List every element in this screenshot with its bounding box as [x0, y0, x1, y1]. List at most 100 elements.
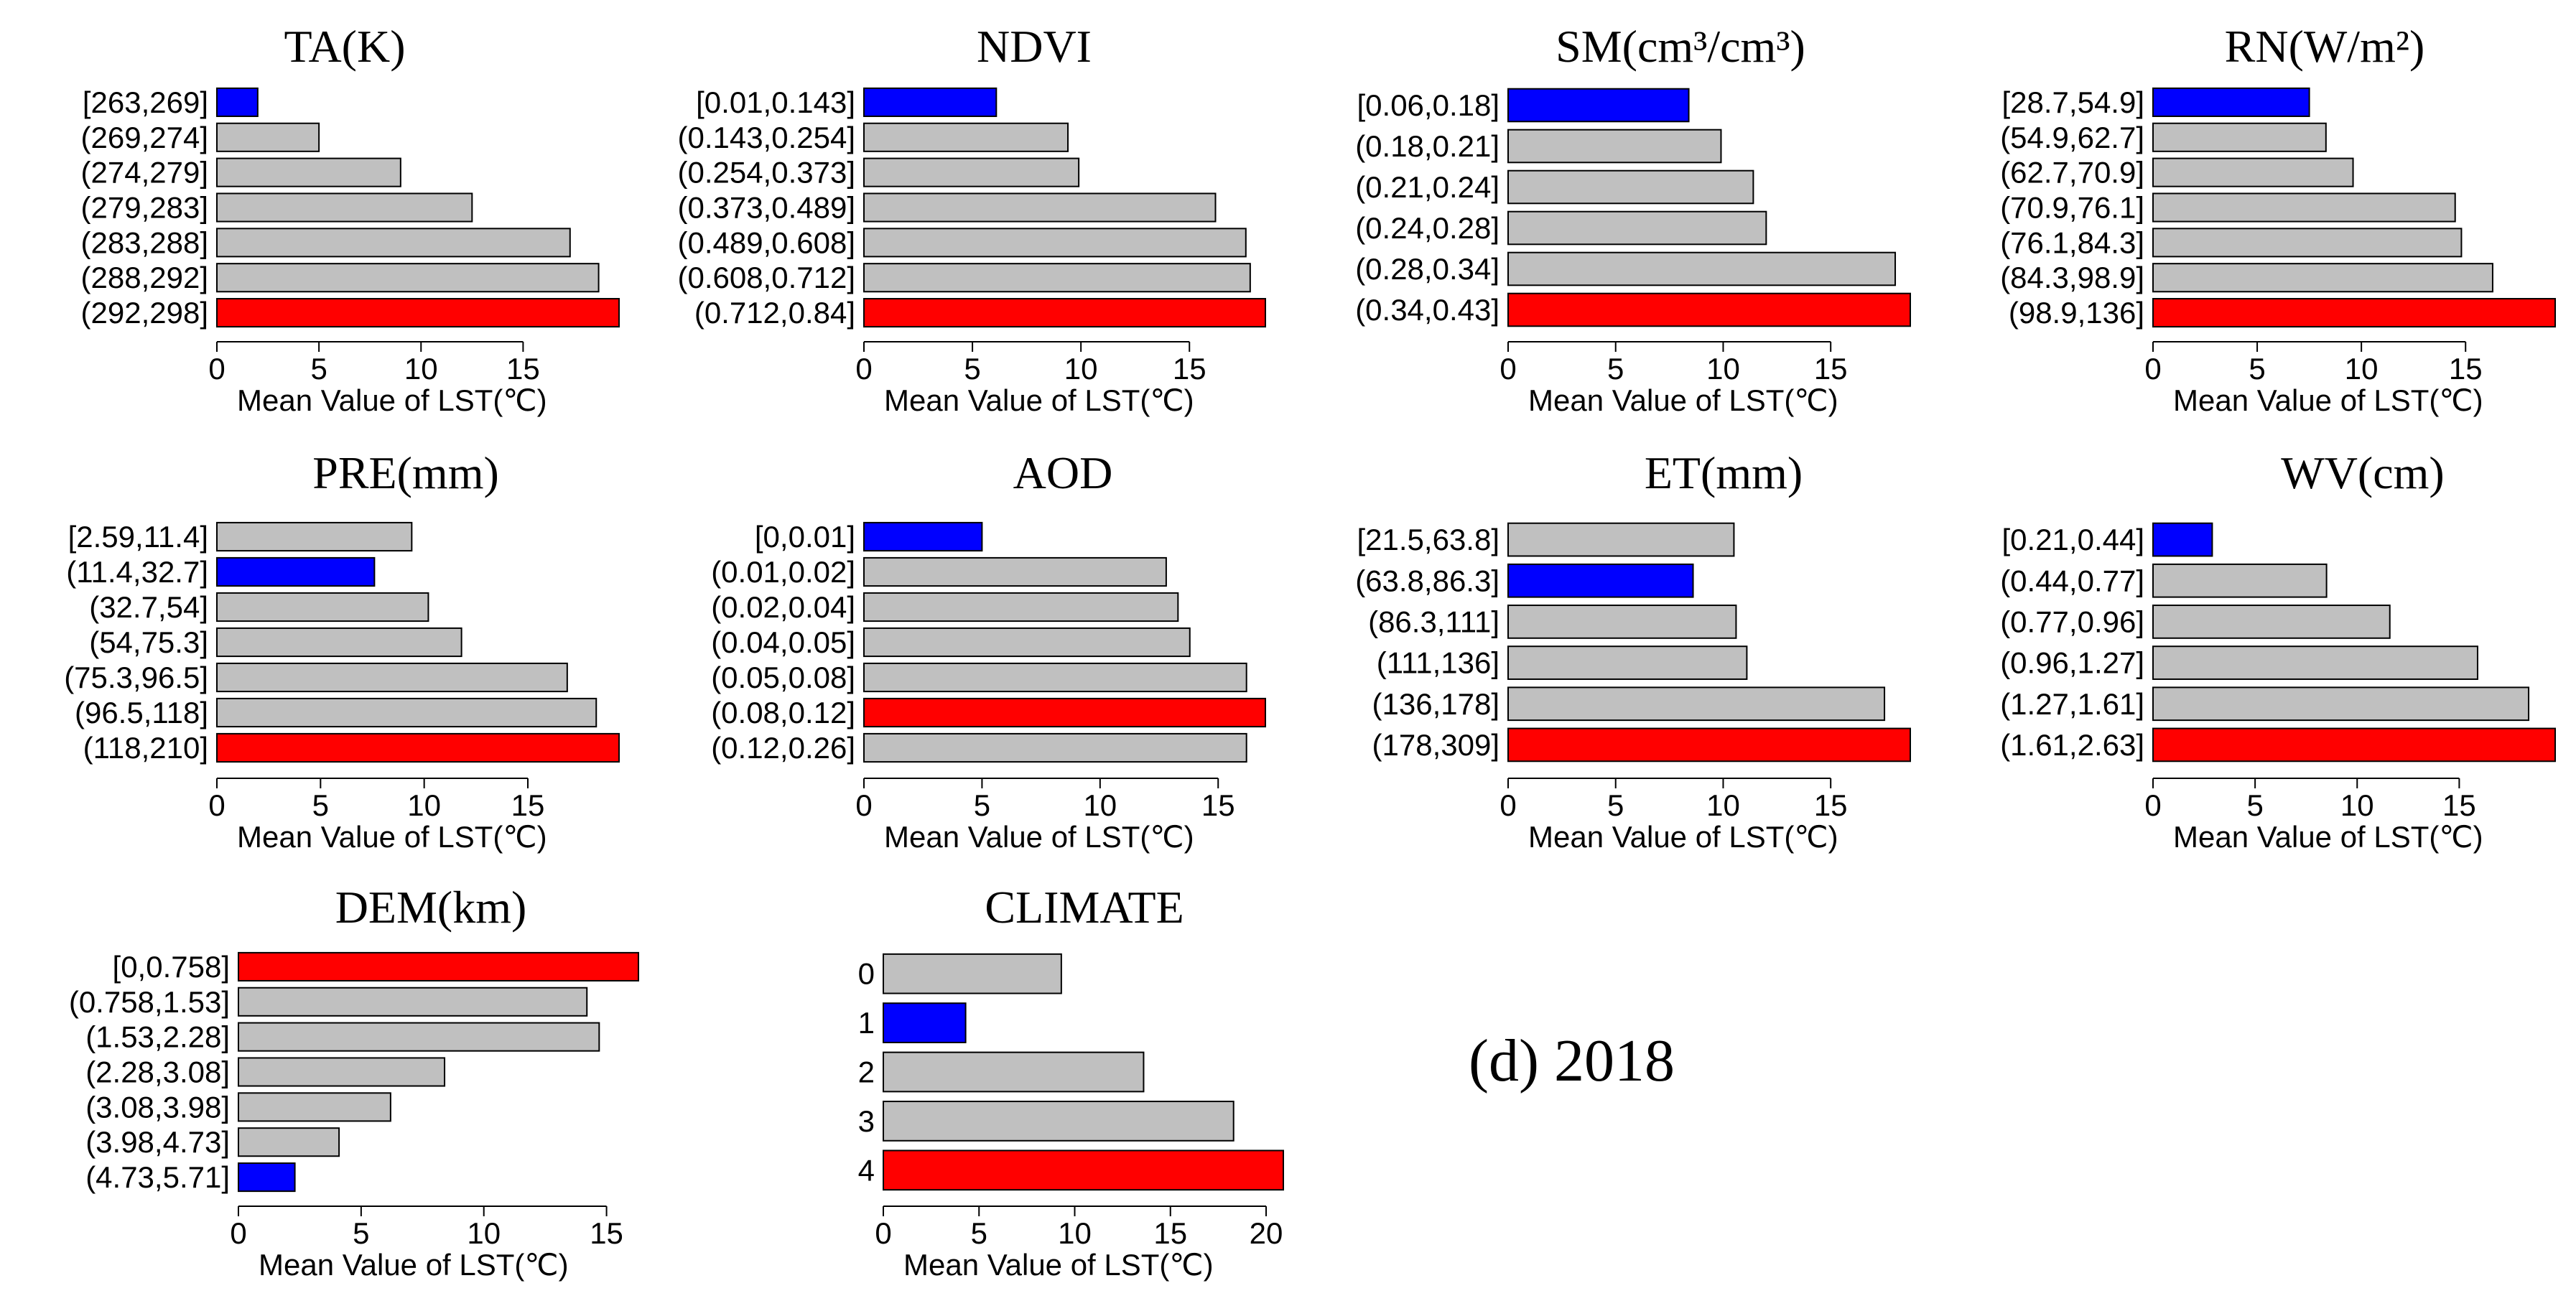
x-axis-label: Mean Value of LST(℃) — [1528, 820, 1838, 854]
category-label: (0.143,0.254] — [677, 121, 855, 154]
x-tick-label: 15 — [1153, 1216, 1187, 1250]
x-tick-label: 10 — [2345, 352, 2379, 386]
category-label: (84.3,98.9] — [2000, 261, 2144, 294]
bar — [238, 951, 639, 981]
category-label: [2.59,11.4] — [68, 520, 208, 554]
category-label: (118,210] — [83, 731, 208, 765]
category-label: (11.4,32.7] — [66, 555, 208, 589]
x-tick-label: 10 — [1064, 352, 1098, 386]
category-label: (0.24,0.28] — [1355, 211, 1499, 245]
x-tick-label: 5 — [312, 788, 329, 822]
bar — [216, 521, 413, 552]
category-label: (4.73,5.71] — [85, 1160, 230, 1194]
x-tick-label: 10 — [467, 1216, 501, 1250]
bar — [238, 1022, 600, 1052]
bar — [863, 298, 1266, 328]
chart-panel: ET(mm) [21.5,63.8] (63.8,86.3] (86.3,111] (1… — [1355, 447, 1911, 854]
bar — [863, 697, 1266, 728]
bar — [863, 556, 1167, 587]
category-label: (269,274] — [81, 121, 208, 154]
x-axis-label: Mean Value of LST(℃) — [259, 1248, 569, 1282]
bar — [216, 192, 473, 223]
bar — [2152, 605, 2391, 639]
x-axis-label: Mean Value of LST(℃) — [2173, 383, 2483, 417]
x-tick-label: 15 — [1201, 788, 1235, 822]
category-label: (0.21,0.24] — [1355, 170, 1499, 204]
bar — [2152, 522, 2213, 557]
x-axis-label: Mean Value of LST(℃) — [884, 383, 1194, 417]
category-label: [263,269] — [83, 85, 208, 119]
x-tick-label: 10 — [1706, 788, 1740, 822]
bar — [2152, 563, 2328, 598]
bar — [863, 192, 1217, 223]
chart-title: ET(mm) — [1645, 447, 1803, 498]
bar — [1507, 522, 1735, 557]
category-label: (178,309] — [1372, 728, 1499, 762]
bar — [216, 627, 462, 658]
bar — [2152, 87, 2310, 117]
x-axis-label: Mean Value of LST(℃) — [237, 820, 547, 854]
category-label: (0.758,1.53] — [69, 985, 230, 1019]
x-tick-label: 15 — [2442, 788, 2476, 822]
bar — [216, 263, 600, 293]
category-label: [21.5,63.8] — [1357, 523, 1500, 556]
category-label: (0.18,0.21] — [1355, 129, 1499, 163]
x-tick-label: 0 — [230, 1216, 246, 1250]
bar — [863, 228, 1247, 258]
category-label: (96.5,118] — [75, 696, 208, 729]
category-label: (1.27,1.61] — [2000, 687, 2144, 721]
category-label: [0,0.758] — [113, 950, 230, 984]
chart-title: SM(cm³/cm³) — [1556, 21, 1805, 72]
category-label: (75.3,96.5] — [64, 661, 208, 694]
category-label: (3.98,4.73] — [85, 1125, 230, 1159]
category-label: (2.28,3.08] — [85, 1055, 230, 1089]
x-axis-label: Mean Value of LST(℃) — [903, 1248, 1214, 1282]
category-label: (0.08,0.12] — [711, 696, 855, 729]
bar — [2152, 192, 2456, 223]
category-label: (111,136] — [1377, 646, 1499, 680]
bar — [2152, 263, 2493, 293]
bar — [216, 592, 429, 622]
bar — [216, 697, 597, 728]
chart-title: DEM(km) — [335, 882, 527, 933]
x-tick-label: 10 — [1058, 1216, 1092, 1250]
category-label: [28.7,54.9] — [2002, 85, 2145, 119]
chart-panel: PRE(mm) [2.59,11.4](11.4,32.7](32.7,54](5… — [64, 447, 620, 854]
x-tick-label: 10 — [1083, 788, 1117, 822]
x-tick-label: 10 — [404, 352, 438, 386]
bar — [1507, 210, 1767, 246]
category-label: (0.489,0.608] — [677, 225, 855, 259]
x-tick-label: 5 — [971, 1216, 987, 1250]
chart-panels: TA(K) [263,269](269,274](274,279](279,283… — [64, 21, 2556, 1282]
bar — [883, 953, 1062, 994]
category-label: [0,0.01] — [755, 520, 855, 554]
category-label: (62.7,70.9] — [2000, 156, 2144, 190]
bar — [1507, 605, 1737, 639]
x-axis-label: Mean Value of LST(℃) — [1528, 383, 1838, 417]
category-label: (292,298] — [81, 296, 208, 330]
bar — [1507, 129, 1722, 164]
category-label: (1.53,2.28] — [85, 1020, 230, 1054]
bar — [1507, 169, 1754, 205]
bar — [238, 1127, 340, 1157]
x-tick-label: 15 — [1814, 352, 1848, 386]
x-tick-label: 5 — [310, 352, 327, 386]
bar — [216, 556, 376, 587]
chart-panel: RN(W/m²) [28.7,54.9](54.9,62.7](62.7,70.9… — [2000, 21, 2556, 417]
bar — [2152, 298, 2556, 328]
x-tick-label: 0 — [1499, 352, 1516, 386]
category-label: (283,288] — [81, 225, 208, 259]
category-label: (0.96,1.27] — [2000, 646, 2144, 680]
bar — [216, 228, 571, 258]
x-tick-label: 10 — [1706, 352, 1740, 386]
x-tick-label: 0 — [875, 1216, 891, 1250]
x-tick-label: 0 — [2144, 788, 2161, 822]
bar — [1507, 88, 1690, 123]
x-tick-label: 10 — [407, 788, 441, 822]
bar — [883, 1150, 1284, 1191]
category-label: 2 — [858, 1055, 875, 1089]
category-label: (274,279] — [81, 156, 208, 190]
category-label: (279,283] — [81, 191, 208, 225]
category-label: 0 — [858, 957, 875, 991]
